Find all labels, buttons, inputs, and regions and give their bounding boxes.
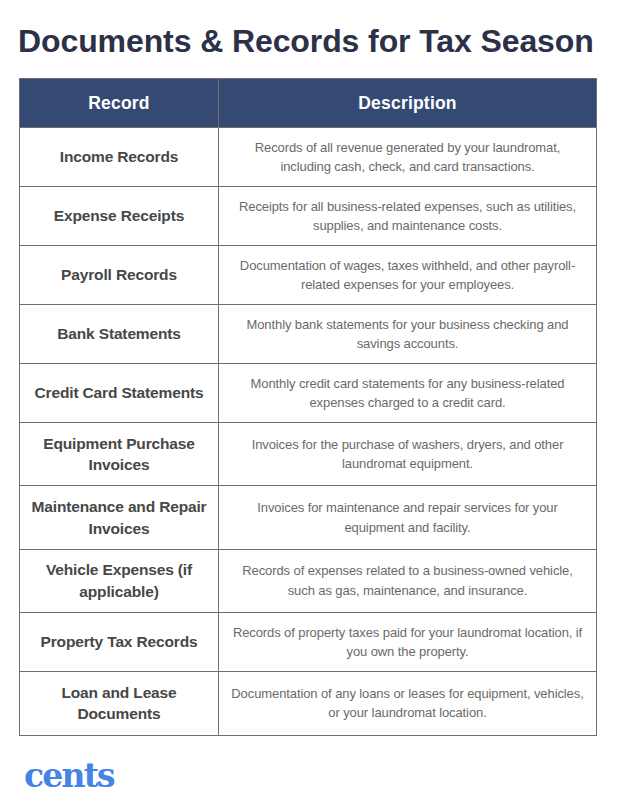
table-header: Record Description: [20, 79, 597, 128]
record-cell: Income Records: [20, 128, 219, 187]
description-cell: Documentation of any loans or leases for…: [219, 672, 597, 735]
record-cell: Payroll Records: [20, 246, 219, 305]
record-cell: Equipment Purchase Invoices: [20, 423, 219, 486]
table-row: Maintenance and Repair Invoices Invoices…: [20, 486, 597, 549]
record-cell: Expense Receipts: [20, 187, 219, 246]
record-cell: Loan and Lease Documents: [20, 672, 219, 735]
description-cell: Invoices for maintenance and repair serv…: [219, 486, 597, 549]
record-cell: Maintenance and Repair Invoices: [20, 486, 219, 549]
description-cell: Records of all revenue generated by your…: [219, 128, 597, 187]
table-row: Income Records Records of all revenue ge…: [20, 128, 597, 187]
record-cell: Vehicle Expenses (if applicable): [20, 549, 219, 612]
records-table: Record Description Income Records Record…: [19, 78, 597, 736]
description-cell: Documentation of wages, taxes withheld, …: [219, 246, 597, 305]
tax-season-infographic: Documents & Records for Tax Season Recor…: [0, 23, 617, 795]
description-cell: Records of property taxes paid for your …: [219, 613, 597, 672]
record-cell: Credit Card Statements: [20, 364, 219, 423]
record-cell: Property Tax Records: [20, 613, 219, 672]
table-row: Credit Card Statements Monthly credit ca…: [20, 364, 597, 423]
table-row: Payroll Records Documentation of wages, …: [20, 246, 597, 305]
table-row: Bank Statements Monthly bank statements …: [20, 305, 597, 364]
description-cell: Monthly credit card statements for any b…: [219, 364, 597, 423]
cents-logo: cents: [24, 756, 617, 795]
description-cell: Records of expenses related to a busines…: [219, 549, 597, 612]
description-cell: Monthly bank statements for your busines…: [219, 305, 597, 364]
table-row: Vehicle Expenses (if applicable) Records…: [20, 549, 597, 612]
page-title: Documents & Records for Tax Season: [18, 23, 617, 60]
description-column-header: Description: [219, 79, 597, 128]
table-row: Expense Receipts Receipts for all busine…: [20, 187, 597, 246]
table-row: Loan and Lease Documents Documentation o…: [20, 672, 597, 735]
table-row: Property Tax Records Records of property…: [20, 613, 597, 672]
record-column-header: Record: [20, 79, 219, 128]
description-cell: Invoices for the purchase of washers, dr…: [219, 423, 597, 486]
record-cell: Bank Statements: [20, 305, 219, 364]
description-cell: Receipts for all business-related expens…: [219, 187, 597, 246]
header-row: Record Description: [20, 79, 597, 128]
table-body: Income Records Records of all revenue ge…: [20, 128, 597, 736]
table-row: Equipment Purchase Invoices Invoices for…: [20, 423, 597, 486]
